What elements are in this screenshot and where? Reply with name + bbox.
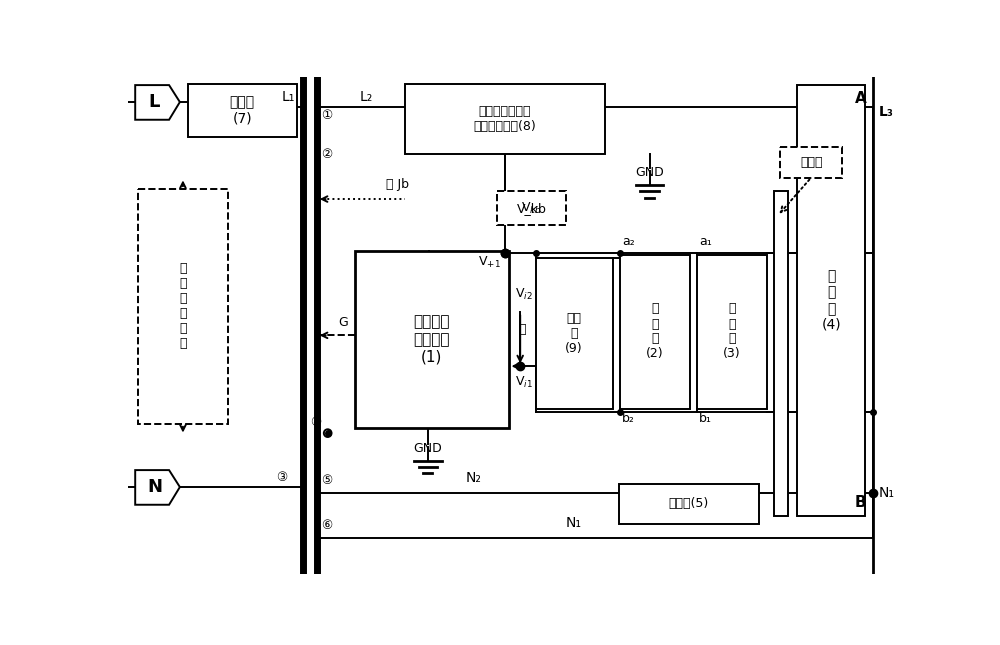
Text: GND: GND [635, 166, 664, 179]
Text: a₁: a₁ [699, 235, 712, 248]
Bar [697, 255, 767, 408]
Text: V$_{i2}$: V$_{i2}$ [515, 287, 533, 303]
Text: 输
入
交
流
电
源: 输 入 交 流 电 源 [179, 263, 187, 350]
Text: GND: GND [413, 442, 442, 455]
Bar [355, 251, 509, 428]
Text: 热
保
线
(2): 热 保 线 (2) [646, 303, 664, 361]
Text: N: N [147, 478, 162, 496]
Bar [797, 85, 865, 516]
Text: ②: ② [321, 148, 332, 161]
Text: B: B [855, 495, 867, 510]
Bar [620, 255, 690, 408]
Text: b₂: b₂ [622, 412, 635, 424]
Text: N₂: N₂ [466, 471, 482, 486]
Bar [138, 189, 228, 424]
Text: V$_{kb}$: V$_{kb}$ [521, 201, 542, 216]
Text: 或 Jb: 或 Jb [386, 179, 409, 192]
Text: L₂: L₂ [360, 90, 373, 104]
Text: 全态久安
自锁电路
(1): 全态久安 自锁电路 (1) [413, 314, 450, 364]
Text: b₁: b₁ [699, 412, 712, 424]
Text: 绝缘层: 绝缘层 [800, 155, 823, 168]
Bar [619, 484, 759, 524]
Bar [497, 192, 566, 225]
Bar [780, 146, 842, 177]
Text: 电流维持闭锁及
断线保护电路(8): 电流维持闭锁及 断线保护电路(8) [473, 105, 536, 133]
Text: G: G [338, 316, 348, 329]
Text: 热
漏
线
(3): 热 漏 线 (3) [723, 303, 741, 361]
Text: 调位
器
(9): 调位 器 (9) [565, 312, 583, 355]
Text: 降温器(5): 降温器(5) [669, 497, 709, 510]
Text: L₃: L₃ [879, 105, 894, 119]
Text: A: A [855, 92, 867, 106]
Text: N₁: N₁ [566, 516, 582, 530]
Text: V_kb: V_kb [517, 202, 547, 215]
Bar [774, 192, 788, 516]
Text: 电
热
线
(4): 电 热 线 (4) [821, 270, 841, 332]
Text: 或: 或 [518, 323, 525, 337]
Text: ④: ④ [310, 415, 321, 428]
Polygon shape [135, 470, 180, 505]
Text: L: L [149, 93, 160, 111]
Text: a₂: a₂ [622, 235, 635, 248]
Text: ③: ③ [276, 471, 287, 484]
Text: V$_{i1}$: V$_{i1}$ [515, 375, 533, 390]
Bar [536, 259, 613, 408]
Text: 保险管
(7): 保险管 (7) [230, 95, 255, 126]
Bar [188, 84, 297, 137]
Text: V$_{+1}$: V$_{+1}$ [478, 255, 501, 270]
Text: ⑤: ⑤ [321, 474, 332, 487]
Bar [405, 84, 605, 154]
Polygon shape [135, 85, 180, 120]
Text: L₁: L₁ [282, 90, 295, 104]
Text: N₁: N₁ [879, 486, 895, 501]
Text: ⑥: ⑥ [321, 519, 332, 531]
Text: ①: ① [321, 110, 332, 123]
